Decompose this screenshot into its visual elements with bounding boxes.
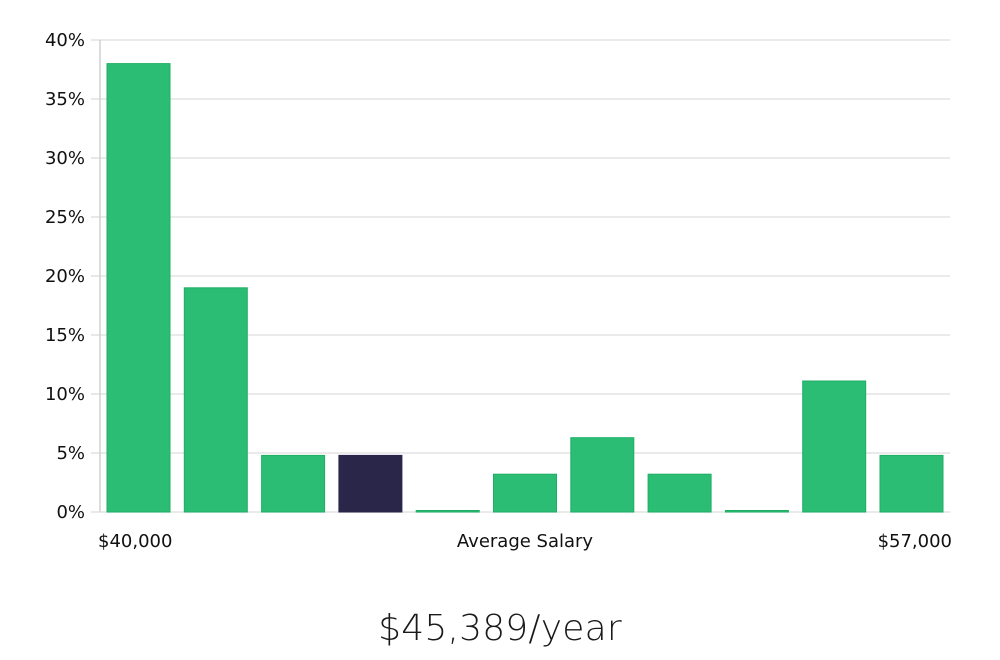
y-tick-label: 20% xyxy=(45,266,85,287)
y-tick-label: 0% xyxy=(56,502,85,523)
bar xyxy=(570,437,635,513)
y-tick-label: 25% xyxy=(45,207,85,228)
x-min-label: $40,000 xyxy=(98,531,172,552)
bar xyxy=(183,287,248,513)
bar xyxy=(879,454,944,513)
y-tick-label: 30% xyxy=(45,148,85,169)
bar xyxy=(261,454,326,513)
x-max-label: $57,000 xyxy=(878,531,952,552)
y-tick-label: 40% xyxy=(45,30,85,51)
x-axis-title: Average Salary xyxy=(457,531,594,552)
bar xyxy=(493,473,557,513)
y-tick-label: 10% xyxy=(45,384,85,405)
bar xyxy=(415,510,480,513)
bar xyxy=(802,380,867,513)
y-tick-label: 5% xyxy=(56,443,85,464)
bar xyxy=(647,473,712,513)
y-axis-tick-labels: 0% 5% 10% 15% 20% 25% 30% 35% 40% xyxy=(45,30,85,523)
bar xyxy=(724,510,789,513)
y-tick-label: 15% xyxy=(45,325,85,346)
y-tick-label: 35% xyxy=(45,89,85,110)
salary-distribution-chart: 0% 5% 10% 15% 20% 25% 30% 35% 40% $40,000 Averag… xyxy=(45,30,952,552)
bar-highlighted xyxy=(338,454,403,513)
bar xyxy=(106,63,171,513)
average-salary-value: $45,389/year xyxy=(378,608,622,649)
bars xyxy=(106,63,944,513)
